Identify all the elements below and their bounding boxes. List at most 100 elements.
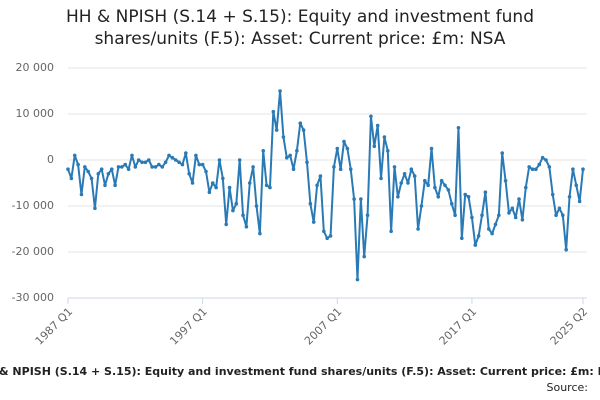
point (241, 213, 245, 217)
point (264, 183, 269, 188)
point (449, 201, 454, 206)
point (254, 204, 259, 208)
point (311, 220, 316, 224)
point (221, 176, 225, 181)
series-line (67, 90, 584, 281)
point (453, 213, 457, 217)
point (268, 185, 272, 190)
point (446, 188, 451, 192)
point (523, 185, 528, 190)
point (113, 183, 117, 188)
x-tick-label: 1987 Q1 (33, 305, 76, 348)
point (291, 167, 296, 171)
point (130, 153, 134, 158)
point (443, 183, 447, 188)
point (197, 162, 202, 167)
point (412, 174, 417, 178)
point (298, 121, 303, 125)
point (534, 167, 538, 171)
point (170, 155, 175, 160)
point (338, 167, 343, 171)
point (157, 162, 161, 167)
point (86, 169, 90, 174)
point (274, 128, 279, 132)
point (332, 165, 336, 169)
point (547, 165, 552, 169)
point (359, 197, 363, 201)
point (143, 160, 148, 165)
point (150, 165, 154, 169)
point (288, 153, 292, 158)
point (517, 197, 521, 201)
point (99, 167, 104, 171)
point (436, 195, 441, 199)
point (577, 199, 582, 204)
point (456, 126, 461, 130)
point (500, 151, 505, 155)
point (224, 222, 229, 227)
source: Source: (547, 381, 589, 394)
point (325, 236, 329, 240)
point (66, 167, 70, 171)
x-tick-label: 2007 Q1 (302, 305, 345, 348)
point (375, 123, 380, 128)
point (422, 178, 427, 183)
point (194, 153, 198, 158)
point (385, 149, 390, 153)
point (278, 89, 282, 93)
point (439, 178, 444, 183)
point (544, 158, 548, 162)
point (513, 215, 518, 220)
point (93, 206, 97, 211)
point (382, 135, 387, 139)
x-tick-label: 1997 Q1 (167, 305, 210, 348)
point (271, 109, 276, 114)
point (261, 149, 266, 153)
point (234, 201, 239, 206)
point (429, 146, 434, 151)
point (480, 213, 484, 217)
point (530, 167, 535, 171)
point (190, 181, 195, 185)
point (133, 165, 138, 169)
point (204, 169, 208, 174)
footer: HH & NPISH (S.14 + S.15): Equity and inv… (0, 365, 600, 378)
point (180, 162, 185, 167)
point (402, 172, 407, 176)
point (335, 146, 340, 151)
point (136, 158, 141, 162)
point (231, 208, 235, 213)
point (379, 176, 383, 181)
point (483, 190, 488, 194)
point (399, 181, 404, 185)
point (389, 229, 393, 234)
point (520, 218, 525, 222)
point (301, 128, 306, 132)
point (160, 165, 165, 169)
point (463, 192, 467, 197)
point (200, 162, 205, 167)
point (470, 215, 474, 220)
point (497, 213, 501, 217)
point (173, 158, 178, 162)
point (554, 213, 558, 217)
point (466, 195, 471, 199)
point (79, 192, 84, 197)
point (527, 165, 531, 169)
point (426, 183, 430, 188)
point (244, 224, 249, 229)
point (281, 135, 286, 139)
point (140, 160, 144, 165)
x-tick-label: 2025 Q2 (548, 305, 591, 348)
point (345, 146, 350, 151)
point (184, 151, 188, 155)
point (561, 213, 565, 217)
point (96, 172, 101, 176)
point (406, 181, 410, 185)
point (486, 227, 491, 231)
y-tick-label: 10 000 (16, 107, 55, 120)
point (72, 153, 77, 158)
point (365, 213, 370, 217)
